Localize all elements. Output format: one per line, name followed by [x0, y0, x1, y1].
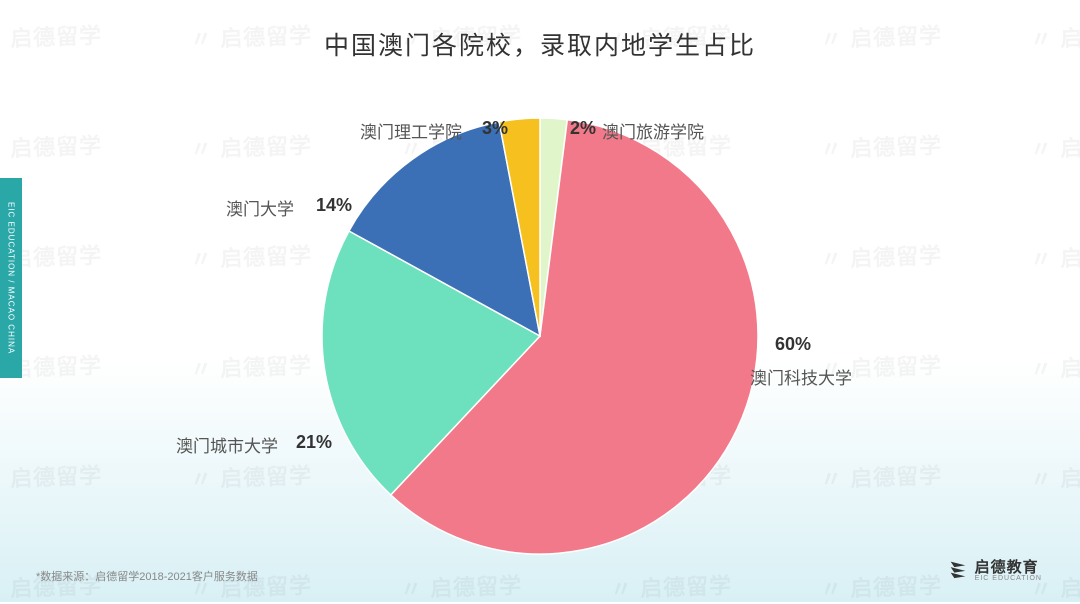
brand-name: 启德教育: [975, 556, 1042, 577]
label-poly: 澳门理工学院: [360, 118, 462, 143]
label-travel: 澳门旅游学院: [602, 118, 704, 143]
pct-tech: 60%: [775, 334, 811, 355]
pct-poly: 3%: [482, 118, 508, 139]
pct-travel: 2%: [570, 118, 596, 139]
brand-icon: [947, 558, 969, 580]
pct-macau: 14%: [316, 195, 352, 216]
side-tab: EIC EDUCATION / MACAO CHINA: [0, 178, 22, 378]
chart-title: 中国澳门各院校，录取内地学生占比: [0, 26, 1080, 62]
pie-chart: [280, 106, 800, 576]
brand-logo: 启德教育 EIC EDUCATION: [947, 556, 1042, 582]
pct-city: 21%: [296, 432, 332, 453]
brand-sub: EIC EDUCATION: [975, 575, 1042, 582]
label-city: 澳门城市大学: [176, 432, 278, 457]
label-macau: 澳门大学: [226, 195, 294, 220]
footer-note: *数据来源：启德留学2018-2021客户服务数据: [36, 568, 258, 584]
label-tech: 澳门科技大学: [750, 364, 852, 389]
